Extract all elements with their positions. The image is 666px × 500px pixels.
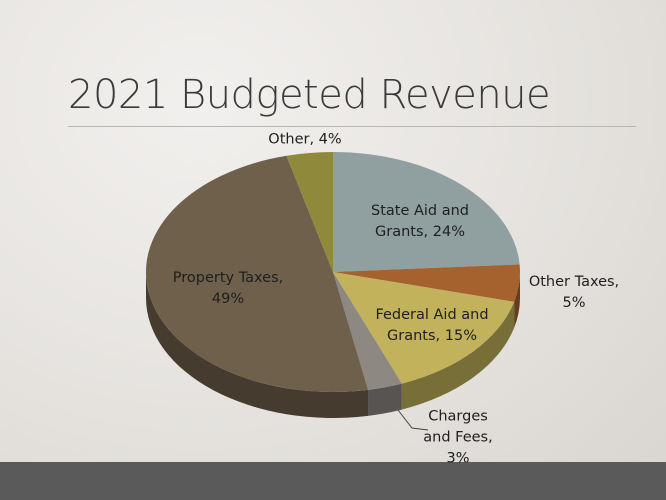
slice (333, 272, 515, 384)
data-label: State Aid and Grants, 24% (370, 203, 470, 240)
slice (286, 152, 333, 272)
slice (333, 264, 521, 302)
slice-side (401, 301, 515, 410)
data-label: Charges and Fees, 3% (423, 408, 493, 467)
data-label: Other, 4% (268, 131, 342, 148)
leader-line (397, 409, 429, 431)
slice (333, 272, 402, 390)
chart (145, 152, 521, 431)
data-label: Property Taxes, 49% (172, 270, 284, 307)
footer-bar (0, 462, 666, 500)
data-label: Other Taxes, 5% (528, 274, 620, 311)
slice-side (514, 272, 521, 328)
slice (333, 152, 520, 272)
title-rule (68, 126, 636, 127)
data-label: Federal Aid and Grants, 15% (375, 307, 489, 344)
slide-title: 2021 Budgeted Revenue (68, 72, 551, 118)
slice-side (368, 383, 402, 416)
slice-side (146, 272, 369, 418)
slice (145, 155, 369, 393)
